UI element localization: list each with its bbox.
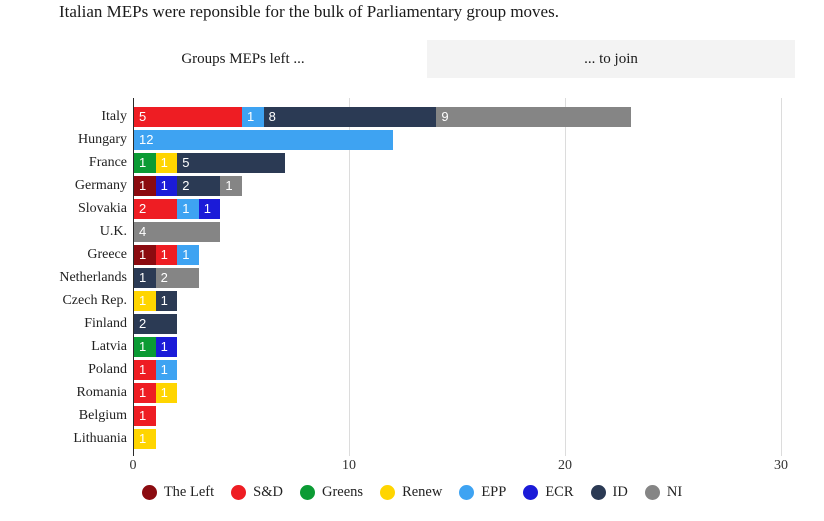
page-title: Italian MEPs were reponsible for the bul…: [59, 2, 559, 21]
legend-label: EPP: [481, 484, 507, 500]
category-label: Netherlands: [59, 270, 127, 285]
legend-item: S&D: [231, 484, 283, 501]
legend-swatch: [644, 485, 660, 500]
bar-segment: 2: [177, 176, 221, 196]
category-label: Latvia: [91, 339, 127, 354]
legend-item: EPP: [459, 484, 506, 501]
category-label: Italy: [101, 109, 127, 124]
bar-segment: 1: [177, 199, 199, 219]
legend-item: The Left: [141, 484, 215, 501]
bar-segment: 1: [177, 245, 199, 265]
category-label: France: [88, 155, 127, 170]
category-label: Czech Rep.: [62, 293, 127, 308]
legend-label: The Left: [163, 484, 215, 500]
gridline: [349, 98, 350, 456]
legend-swatch: [299, 485, 315, 500]
bar-segment: 1: [155, 291, 178, 311]
gridline: [565, 98, 566, 456]
bar-segment: 1: [134, 153, 156, 173]
category-label: Slovakia: [78, 201, 127, 216]
legend-label: ECR: [545, 484, 574, 500]
bar-segment: 1: [134, 337, 156, 357]
category-label: Finland: [84, 316, 127, 331]
category-label: Greece: [87, 247, 127, 262]
bar-segment: 1: [134, 268, 156, 288]
bar-segment: 12: [134, 130, 394, 150]
bar-segment: 1: [134, 383, 156, 403]
chart-legend: The Left S&D Greens Renew EPP ECR ID NI: [0, 484, 824, 501]
y-axis-line: [133, 98, 134, 456]
legend-item: Renew: [380, 484, 442, 501]
bar-segment: 1: [242, 107, 264, 127]
legend-item: Greens: [299, 484, 364, 501]
x-tick-label: 10: [342, 458, 356, 473]
bar-segment: 1: [134, 245, 156, 265]
bar-segment: 1: [134, 406, 156, 426]
category-label: Germany: [74, 178, 127, 193]
x-tick-label: 30: [774, 458, 788, 473]
bar-segment: 2: [155, 268, 199, 288]
legend-swatch: [523, 485, 539, 500]
bar-segment: 4: [134, 222, 221, 242]
category-label: Romania: [76, 385, 127, 400]
category-label: U.K.: [99, 224, 127, 239]
bar-segment: 1: [155, 337, 178, 357]
legend-swatch: [231, 485, 247, 500]
bar-segment: 1: [134, 291, 156, 311]
legend-item: ECR: [523, 484, 574, 501]
bar-segment: 9: [436, 107, 631, 127]
legend-label: Greens: [321, 484, 364, 500]
bar-segment: 8: [263, 107, 437, 127]
legend-item: NI: [644, 484, 683, 501]
legend-swatch: [141, 485, 157, 500]
legend-label: S&D: [253, 484, 283, 500]
legend-label: NI: [666, 484, 683, 500]
category-label: Belgium: [78, 408, 127, 423]
bar-segment: 1: [134, 360, 156, 380]
bar-segment: 1: [198, 199, 221, 219]
bar-segment: 1: [155, 360, 178, 380]
tab-groups-meps-left[interactable]: Groups MEPs left ...: [59, 40, 427, 78]
bar-segment: 1: [134, 429, 156, 449]
x-tick-label: 20: [558, 458, 572, 473]
x-tick-label: 0: [129, 458, 137, 473]
bar-segment: 5: [134, 107, 242, 127]
gridline: [781, 98, 782, 456]
category-label: Lithuania: [73, 431, 127, 446]
category-label: Hungary: [78, 132, 127, 147]
legend-label: ID: [612, 484, 628, 500]
bar-segment: 1: [155, 153, 178, 173]
legend-swatch: [459, 485, 475, 500]
bar-segment: 2: [134, 199, 178, 219]
category-label: Poland: [88, 362, 127, 377]
bar-segment: 1: [220, 176, 242, 196]
tab-to-join[interactable]: ... to join: [427, 40, 795, 78]
bar-segment: 1: [155, 245, 178, 265]
bar-segment: 5: [177, 153, 286, 173]
bar-segment: 1: [155, 383, 178, 403]
legend-swatch: [590, 485, 606, 500]
legend-item: ID: [590, 484, 628, 501]
legend-swatch: [380, 485, 396, 500]
bar-segment: 1: [134, 176, 156, 196]
legend-label: Renew: [402, 484, 443, 500]
bar-segment: 1: [155, 176, 178, 196]
bar-segment: 2: [134, 314, 178, 334]
tab-bar: Groups MEPs left ... ... to join: [59, 40, 795, 78]
